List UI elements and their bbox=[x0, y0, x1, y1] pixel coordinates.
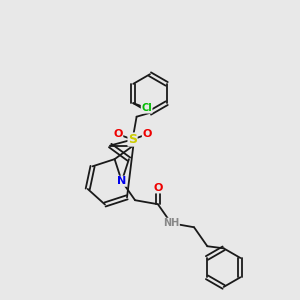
Text: Cl: Cl bbox=[141, 103, 152, 113]
Text: N: N bbox=[117, 176, 126, 186]
Text: O: O bbox=[153, 183, 163, 193]
Text: S: S bbox=[128, 133, 137, 146]
Text: O: O bbox=[142, 129, 152, 139]
Text: O: O bbox=[113, 129, 123, 139]
Text: NH: NH bbox=[163, 218, 179, 228]
